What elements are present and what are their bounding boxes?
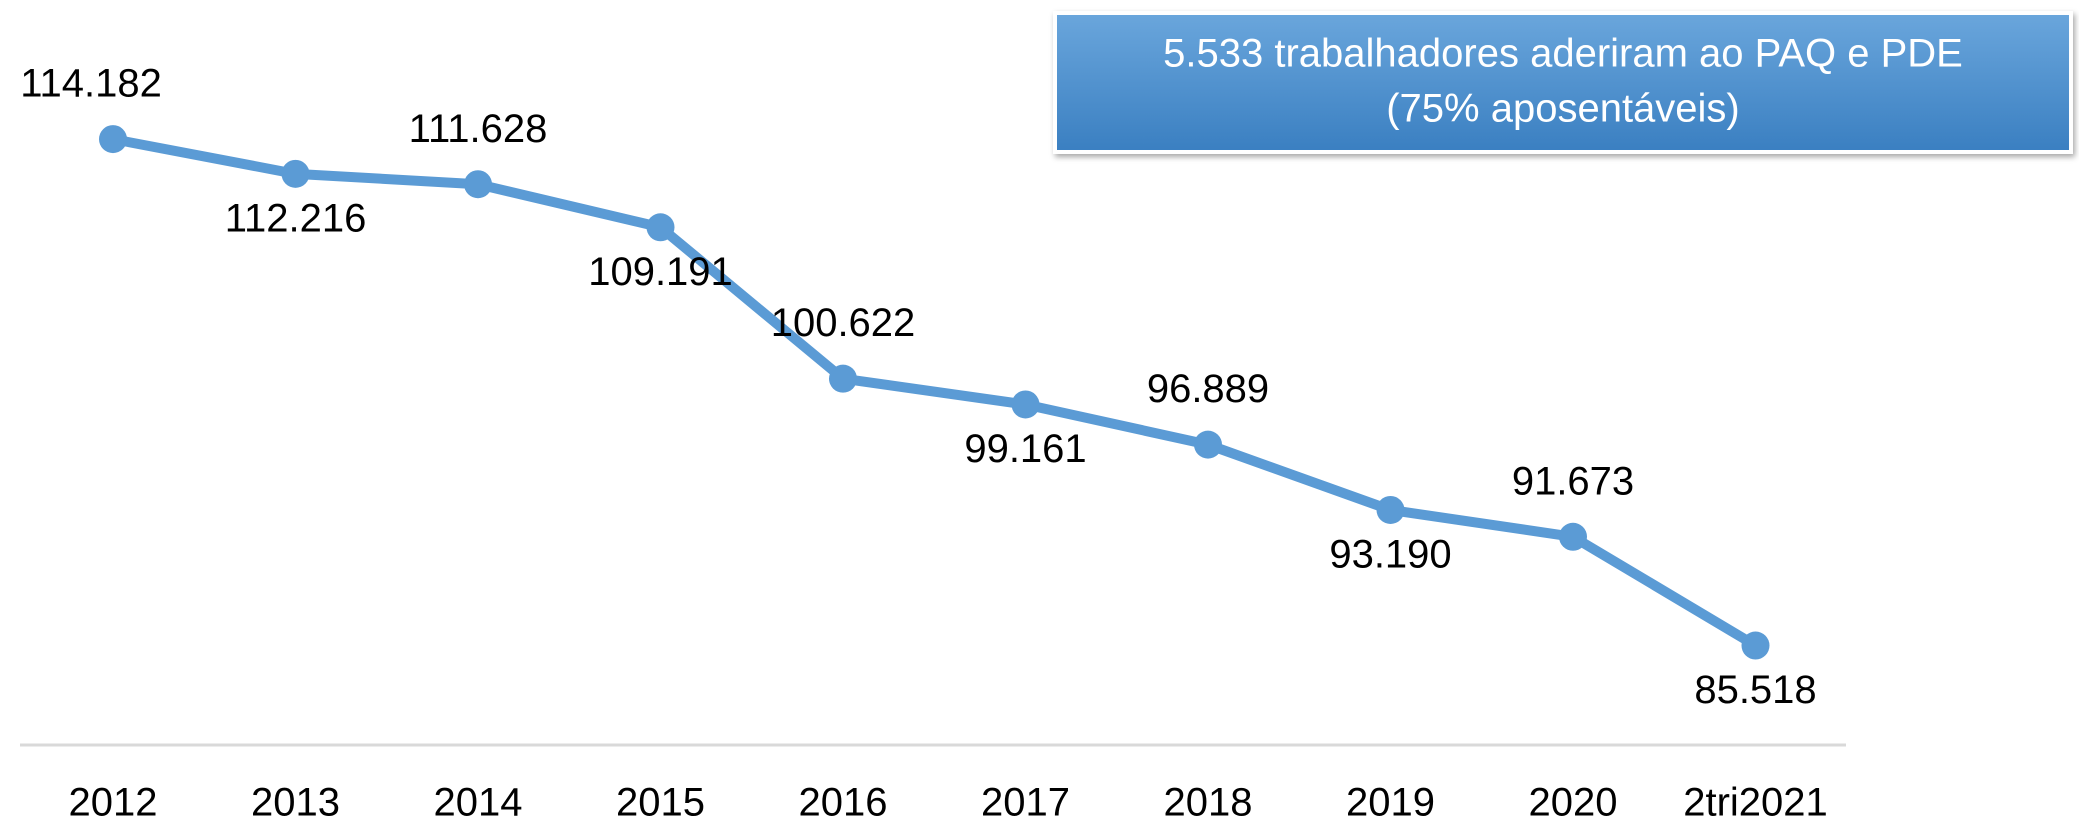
x-tick-label: 2012: [69, 781, 158, 825]
data-label: 111.628: [409, 107, 548, 151]
marker: [829, 364, 857, 393]
x-tick-label: 2014: [434, 781, 523, 825]
x-tick-label: 2020: [1529, 781, 1618, 825]
annotation-line: 5.533 trabalhadores aderiram ao PAQ e PD…: [1163, 32, 1963, 76]
x-tick-label: 2018: [1164, 781, 1253, 825]
marker: [1741, 631, 1770, 660]
data-label: 91.673: [1512, 459, 1634, 503]
marker: [646, 213, 675, 242]
marker: [1011, 390, 1040, 419]
data-label: 93.190: [1329, 533, 1451, 577]
x-tick-label: 2016: [799, 781, 888, 825]
data-label: 114.182: [20, 62, 162, 106]
data-label: 99.161: [964, 427, 1086, 471]
x-tick-label: 2013: [251, 781, 340, 825]
data-label: 109.191: [588, 250, 733, 294]
marker: [1559, 522, 1587, 551]
marker: [281, 159, 310, 188]
annotation-line: (75% aposentáveis): [1386, 87, 1740, 131]
line: [112, 134, 1759, 650]
x-tick-label: 2019: [1346, 781, 1435, 825]
marker: [99, 125, 127, 154]
data-label: 112.216: [225, 196, 367, 240]
marker: [464, 170, 492, 199]
x-tick-label: 2017: [981, 781, 1070, 825]
x-tick-label: 2tri2021: [1683, 781, 1828, 825]
data-label: 96.889: [1147, 367, 1269, 411]
x-tick-label: 2015: [616, 781, 705, 825]
data-label: 100.622: [771, 301, 916, 345]
marker: [1376, 495, 1405, 524]
annotation-box: [1053, 11, 2073, 154]
data-label: 85.518: [1694, 668, 1816, 712]
marker: [1194, 430, 1222, 459]
